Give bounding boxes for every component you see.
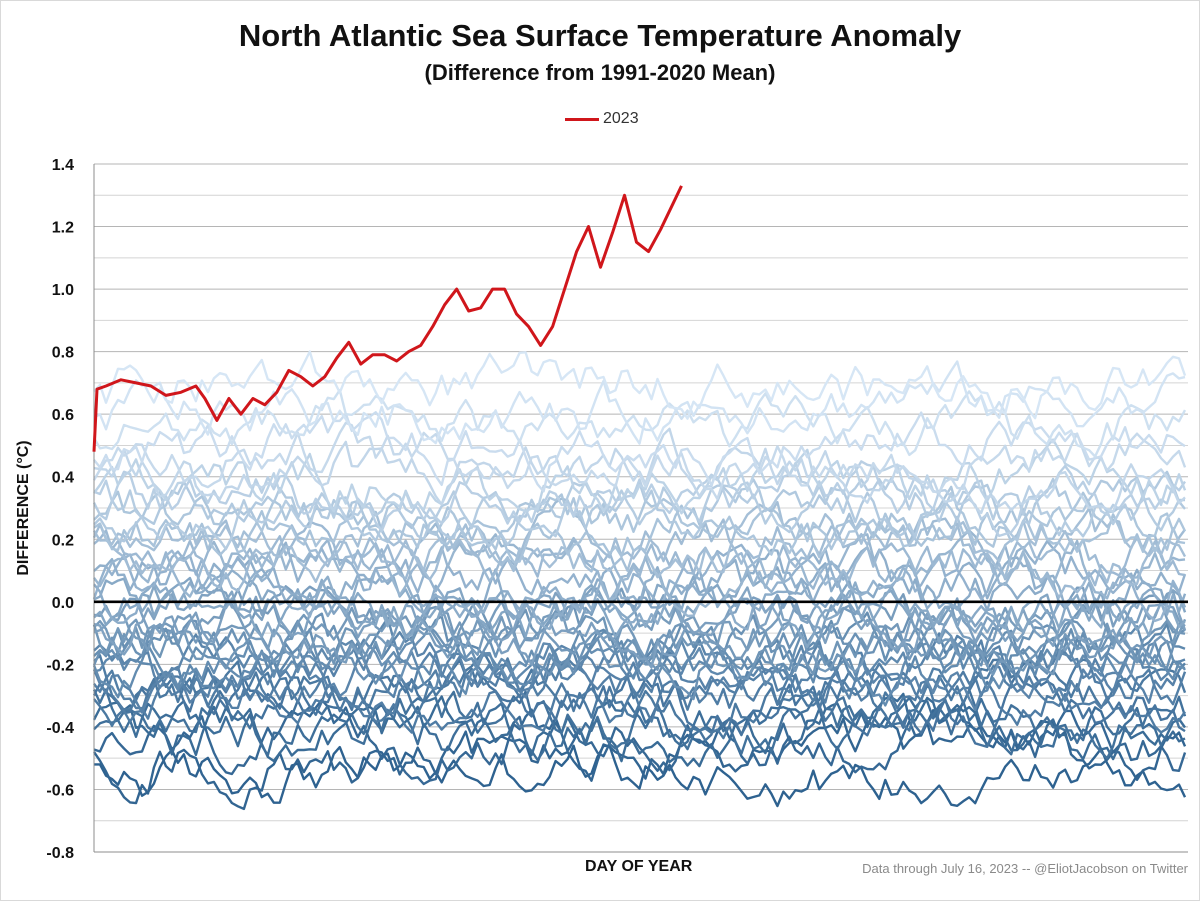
credit-text: Data through July 16, 2023 -- @EliotJaco… [862,861,1188,876]
historical-series-line [93,566,1186,630]
historical-series-line [93,654,1186,734]
y-tick-labels: 1.4 1.2 1.0 0.8 0.6 0.4 0.2 0.0 -0.2 -0.4 -0.6 -0.8 [46,157,74,862]
legend-swatch-2023 [565,117,599,121]
chart-subtitle: (Difference from 1991-2020 Mean) [424,60,776,85]
historical-series-line [92,497,1186,586]
historical-series-line [93,716,1187,811]
historical-series-line [92,658,1186,748]
historical-series-line [94,744,1187,808]
historical-series-line [92,421,1187,501]
historical-series-line [93,460,1186,538]
historical-series-line [93,616,1186,695]
historical-series-line [93,360,1186,445]
y-tick-label: 1.0 [52,282,74,299]
legend: 2023 [565,108,639,130]
y-tick-label: -0.8 [46,845,74,862]
y-tick-label: 0.2 [52,532,74,549]
legend-label-2023: 2023 [603,110,639,127]
historical-series-line [92,630,1186,707]
y-tick-label: 1.2 [52,220,74,237]
series-2023-line [92,185,683,452]
highlight-series-group [92,185,683,452]
historical-series-line [93,520,1186,599]
y-tick-label: 0.4 [52,470,74,487]
historical-series-line [93,696,1186,762]
historical-series-line [93,546,1187,618]
y-tick-label: 0.6 [52,407,74,424]
axes [93,164,1188,853]
historical-series-line [93,411,1186,493]
historical-series-line [92,477,1186,551]
y-tick-label: 1.4 [52,157,74,174]
chart-title: North Atlantic Sea Surface Temperature A… [238,18,962,53]
y-tick-label: -0.2 [46,657,74,674]
historical-series-line [92,388,1187,458]
historical-series-line [93,587,1187,656]
historical-series-line [93,350,1187,420]
y-tick-label: 0.8 [52,345,74,362]
historical-series-group [92,350,1187,811]
y-tick-label: -0.6 [46,782,74,799]
historical-series-line [92,692,1186,768]
y-tick-label: -0.4 [46,720,74,737]
historical-series-line [93,485,1187,556]
y-tick-label: 0.0 [52,595,74,612]
historical-series-line [93,427,1186,515]
historical-series-line [93,576,1187,649]
x-axis-label: DAY OF YEAR [585,858,693,875]
